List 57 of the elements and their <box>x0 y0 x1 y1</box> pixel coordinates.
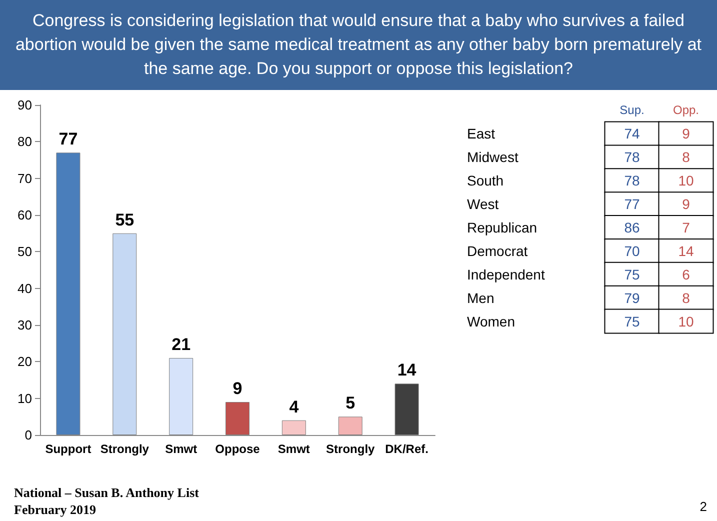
y-tick-label: 70 <box>18 170 32 186</box>
x-tick-label: Support <box>45 442 92 456</box>
x-tick-label: Oppose <box>215 442 260 456</box>
data-label: 9 <box>682 196 690 212</box>
data-label: 75 <box>624 313 640 330</box>
x-tick-label: DK/Ref. <box>385 442 428 456</box>
y-tick-label: Democrat <box>467 242 528 259</box>
chart-title: Congress is considering legislation that would ensure that a baby who survives a failed abortion would be given the same medical treatment as any other baby born prematurely at the same age. Do you support or oppose this legislation? <box>0 0 717 90</box>
data-label: 77 <box>624 196 640 212</box>
y-tick-label: Midwest <box>467 149 518 166</box>
data-label: 77 <box>58 130 78 149</box>
data-label: 14 <box>678 242 694 259</box>
y-tick-label: 40 <box>18 280 32 296</box>
y-tick-label: 30 <box>18 318 32 332</box>
y-tick-label: South <box>467 172 504 189</box>
x-tick-label: Smwt <box>278 442 310 456</box>
data-label: 7 <box>682 220 690 236</box>
data-label: 79 <box>624 290 640 306</box>
data-label: 78 <box>624 149 640 166</box>
data-label: 86 <box>624 220 640 236</box>
data-label: 9 <box>682 126 690 142</box>
text: National – Susan B. Anthony List <box>14 485 200 500</box>
y-tick-label: 60 <box>18 208 32 222</box>
y-tick-label: 80 <box>18 134 32 150</box>
data-label: 8 <box>682 149 690 166</box>
y-tick-label: West <box>467 196 499 212</box>
y-tick-label: 20 <box>18 354 32 370</box>
data-label: 55 <box>115 210 134 230</box>
x-tick-label: Strongly <box>100 442 150 456</box>
x-tick-label: Opp. <box>672 103 700 117</box>
data-label: 4 <box>289 397 300 416</box>
text: 2 <box>700 499 708 514</box>
y-tick-label: Women <box>467 313 515 330</box>
y-tick-label: Republican <box>467 220 538 236</box>
data-label: 9 <box>232 379 242 398</box>
x-tick-label: Smwt <box>165 442 198 456</box>
y-tick-label: 10 <box>18 390 32 406</box>
data-label: 10 <box>678 172 694 189</box>
y-tick-label: East <box>467 126 496 142</box>
data-label: 10 <box>678 313 694 330</box>
data-label: 6 <box>682 266 690 282</box>
y-tick-label: 90 <box>18 98 32 112</box>
y-tick-label: Men <box>467 290 494 306</box>
text: February 2019 <box>14 502 96 517</box>
data-label: 14 <box>397 360 417 380</box>
data-label: 75 <box>624 266 640 282</box>
y-tick-label: 0 <box>24 428 32 442</box>
y-tick-label: 50 <box>18 244 32 260</box>
data-label: 8 <box>682 290 690 306</box>
data-label: 5 <box>346 394 356 413</box>
x-tick-label: Sup. <box>620 103 644 117</box>
x-tick-label: Strongly <box>326 442 376 456</box>
data-label: 70 <box>624 242 640 259</box>
data-label: 78 <box>624 172 640 189</box>
y-tick-label: Independent <box>467 266 545 282</box>
data-label: 21 <box>172 335 191 354</box>
data-label: 74 <box>624 126 640 142</box>
